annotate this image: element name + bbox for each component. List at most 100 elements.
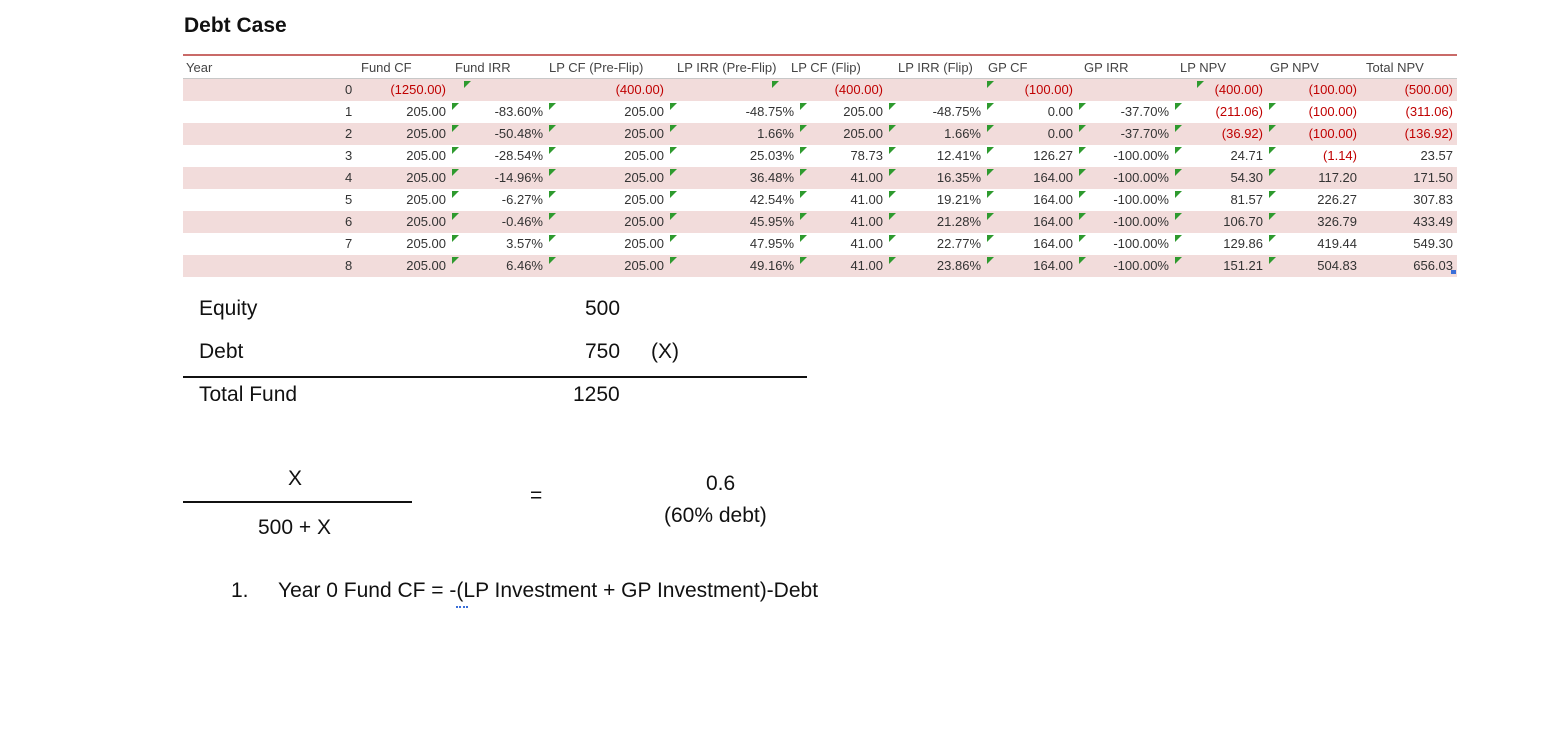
error-indicator-icon[interactable] bbox=[1175, 103, 1182, 110]
cell-gp-npv[interactable]: 504.83 bbox=[1317, 258, 1357, 273]
error-indicator-icon[interactable] bbox=[1079, 147, 1086, 154]
cell-fund-irr[interactable]: -83.60% bbox=[494, 104, 543, 119]
error-indicator-icon[interactable] bbox=[1269, 257, 1276, 264]
cell-lp-npv[interactable]: 81.57 bbox=[1230, 192, 1263, 207]
error-indicator-icon[interactable] bbox=[800, 191, 807, 198]
cell-year[interactable]: 1 bbox=[345, 104, 353, 119]
cell-total-npv[interactable]: (136.92) bbox=[1404, 126, 1453, 141]
header-lp-npv[interactable]: LP NPV bbox=[1180, 60, 1227, 75]
cell-lp-npv[interactable]: (400.00) bbox=[1214, 82, 1263, 97]
cell-total-npv[interactable]: (500.00) bbox=[1404, 82, 1453, 97]
cell-lp-irr-flip[interactable]: 23.86% bbox=[936, 258, 981, 273]
cell-gp-irr[interactable]: -100.00% bbox=[1113, 236, 1169, 251]
cell-year[interactable]: 8 bbox=[345, 258, 353, 273]
error-indicator-icon[interactable] bbox=[1175, 213, 1182, 220]
error-indicator-icon[interactable] bbox=[889, 235, 896, 242]
cell-lp-cf-flip[interactable]: 41.00 bbox=[850, 214, 883, 229]
cell-gp-npv[interactable]: 419.44 bbox=[1317, 236, 1357, 251]
error-indicator-icon[interactable] bbox=[800, 125, 807, 132]
header-gp-cf[interactable]: GP CF bbox=[988, 60, 1028, 75]
error-indicator-icon[interactable] bbox=[549, 169, 556, 176]
cell-gp-cf[interactable]: 164.00 bbox=[1033, 258, 1073, 273]
cell-lp-irr-pre-flip[interactable]: 25.03% bbox=[749, 148, 794, 163]
cell-total-npv[interactable]: 23.57 bbox=[1420, 148, 1453, 163]
cell-lp-cf-flip[interactable]: 205.00 bbox=[843, 126, 883, 141]
header-lp-cf-flip[interactable]: LP CF (Flip) bbox=[791, 60, 861, 75]
cell-fund-irr[interactable]: -28.54% bbox=[494, 148, 543, 163]
error-indicator-icon[interactable] bbox=[1269, 125, 1276, 132]
error-indicator-icon[interactable] bbox=[1079, 191, 1086, 198]
error-indicator-icon[interactable] bbox=[889, 125, 896, 132]
error-indicator-icon[interactable] bbox=[549, 103, 556, 110]
error-indicator-icon[interactable] bbox=[452, 257, 459, 264]
error-indicator-icon[interactable] bbox=[670, 191, 677, 198]
cell-gp-cf[interactable]: 164.00 bbox=[1033, 236, 1073, 251]
error-indicator-icon[interactable] bbox=[987, 169, 994, 176]
error-indicator-icon[interactable] bbox=[452, 147, 459, 154]
cell-lp-irr-pre-flip[interactable]: -48.75% bbox=[745, 104, 794, 119]
error-indicator-icon[interactable] bbox=[452, 191, 459, 198]
cell-total-npv[interactable]: 656.03 bbox=[1413, 258, 1453, 273]
cell-gp-irr[interactable]: -100.00% bbox=[1113, 214, 1169, 229]
cell-fund-cf[interactable]: 205.00 bbox=[406, 104, 446, 119]
error-indicator-icon[interactable] bbox=[1079, 169, 1086, 176]
cell-lp-irr-flip[interactable]: 19.21% bbox=[936, 192, 981, 207]
cell-lp-irr-pre-flip[interactable]: 47.95% bbox=[749, 236, 794, 251]
cell-year[interactable]: 5 bbox=[345, 192, 353, 207]
header-lp-irr-pre-flip[interactable]: LP IRR (Pre-Flip) bbox=[677, 60, 777, 75]
cell-gp-npv[interactable]: 117.20 bbox=[1318, 170, 1357, 185]
cell-lp-irr-pre-flip[interactable]: 49.16% bbox=[749, 258, 794, 273]
cell-lp-irr-flip[interactable]: 21.28% bbox=[936, 214, 981, 229]
cell-lp-cf-pre-flip[interactable]: 205.00 bbox=[624, 192, 664, 207]
cell-fund-cf[interactable]: 205.00 bbox=[406, 126, 446, 141]
error-indicator-icon[interactable] bbox=[670, 147, 677, 154]
error-indicator-icon[interactable] bbox=[987, 257, 994, 264]
cell-lp-npv[interactable]: (211.06) bbox=[1215, 104, 1263, 119]
error-indicator-icon[interactable] bbox=[987, 235, 994, 242]
error-indicator-icon[interactable] bbox=[1079, 213, 1086, 220]
cell-lp-cf-flip[interactable]: 41.00 bbox=[850, 192, 883, 207]
cell-gp-irr[interactable]: -100.00% bbox=[1113, 170, 1169, 185]
error-indicator-icon[interactable] bbox=[549, 147, 556, 154]
error-indicator-icon[interactable] bbox=[670, 103, 677, 110]
error-indicator-icon[interactable] bbox=[670, 213, 677, 220]
cell-total-npv[interactable]: (311.06) bbox=[1405, 104, 1453, 119]
cell-gp-cf[interactable]: 164.00 bbox=[1033, 192, 1073, 207]
cell-gp-npv[interactable]: 326.79 bbox=[1317, 214, 1357, 229]
error-indicator-icon[interactable] bbox=[800, 169, 807, 176]
cell-fund-cf[interactable]: 205.00 bbox=[406, 170, 446, 185]
cell-gp-npv[interactable]: (1.14) bbox=[1323, 148, 1357, 163]
cell-lp-npv[interactable]: 54.30 bbox=[1230, 170, 1263, 185]
cell-lp-npv[interactable]: 24.71 bbox=[1230, 148, 1263, 163]
cell-fund-cf[interactable]: 205.00 bbox=[406, 192, 446, 207]
error-indicator-icon[interactable] bbox=[1269, 147, 1276, 154]
error-indicator-icon[interactable] bbox=[1269, 213, 1276, 220]
error-indicator-icon[interactable] bbox=[452, 213, 459, 220]
cell-gp-cf[interactable]: 164.00 bbox=[1033, 214, 1073, 229]
cell-fund-cf[interactable]: 205.00 bbox=[406, 214, 446, 229]
cell-lp-irr-flip[interactable]: 12.41% bbox=[936, 148, 981, 163]
cell-gp-irr[interactable]: -37.70% bbox=[1120, 126, 1169, 141]
error-indicator-icon[interactable] bbox=[800, 147, 807, 154]
error-indicator-icon[interactable] bbox=[987, 125, 994, 132]
cell-fund-irr[interactable]: 6.46% bbox=[506, 258, 543, 273]
cell-lp-cf-pre-flip[interactable]: 205.00 bbox=[624, 170, 664, 185]
error-indicator-icon[interactable] bbox=[889, 169, 896, 176]
error-indicator-icon[interactable] bbox=[1175, 191, 1182, 198]
cell-year[interactable]: 2 bbox=[345, 126, 353, 141]
error-indicator-icon[interactable] bbox=[1079, 125, 1086, 132]
cell-fund-irr[interactable]: -6.27% bbox=[501, 192, 543, 207]
error-indicator-icon[interactable] bbox=[1175, 235, 1182, 242]
cell-fund-cf[interactable]: 205.00 bbox=[406, 148, 446, 163]
cell-year[interactable]: 0 bbox=[345, 82, 353, 97]
error-indicator-icon[interactable] bbox=[1269, 235, 1276, 242]
cell-fund-cf[interactable]: (1250.00) bbox=[390, 82, 446, 97]
cell-fund-irr[interactable]: -14.96% bbox=[494, 170, 543, 185]
cell-fund-cf[interactable]: 205.00 bbox=[406, 236, 446, 251]
error-indicator-icon[interactable] bbox=[1269, 103, 1276, 110]
cell-lp-cf-pre-flip[interactable]: 205.00 bbox=[624, 126, 664, 141]
error-indicator-icon[interactable] bbox=[1079, 235, 1086, 242]
error-indicator-icon[interactable] bbox=[549, 213, 556, 220]
cell-lp-cf-pre-flip[interactable]: 205.00 bbox=[624, 148, 664, 163]
header-lp-irr-flip[interactable]: LP IRR (Flip) bbox=[898, 60, 973, 75]
